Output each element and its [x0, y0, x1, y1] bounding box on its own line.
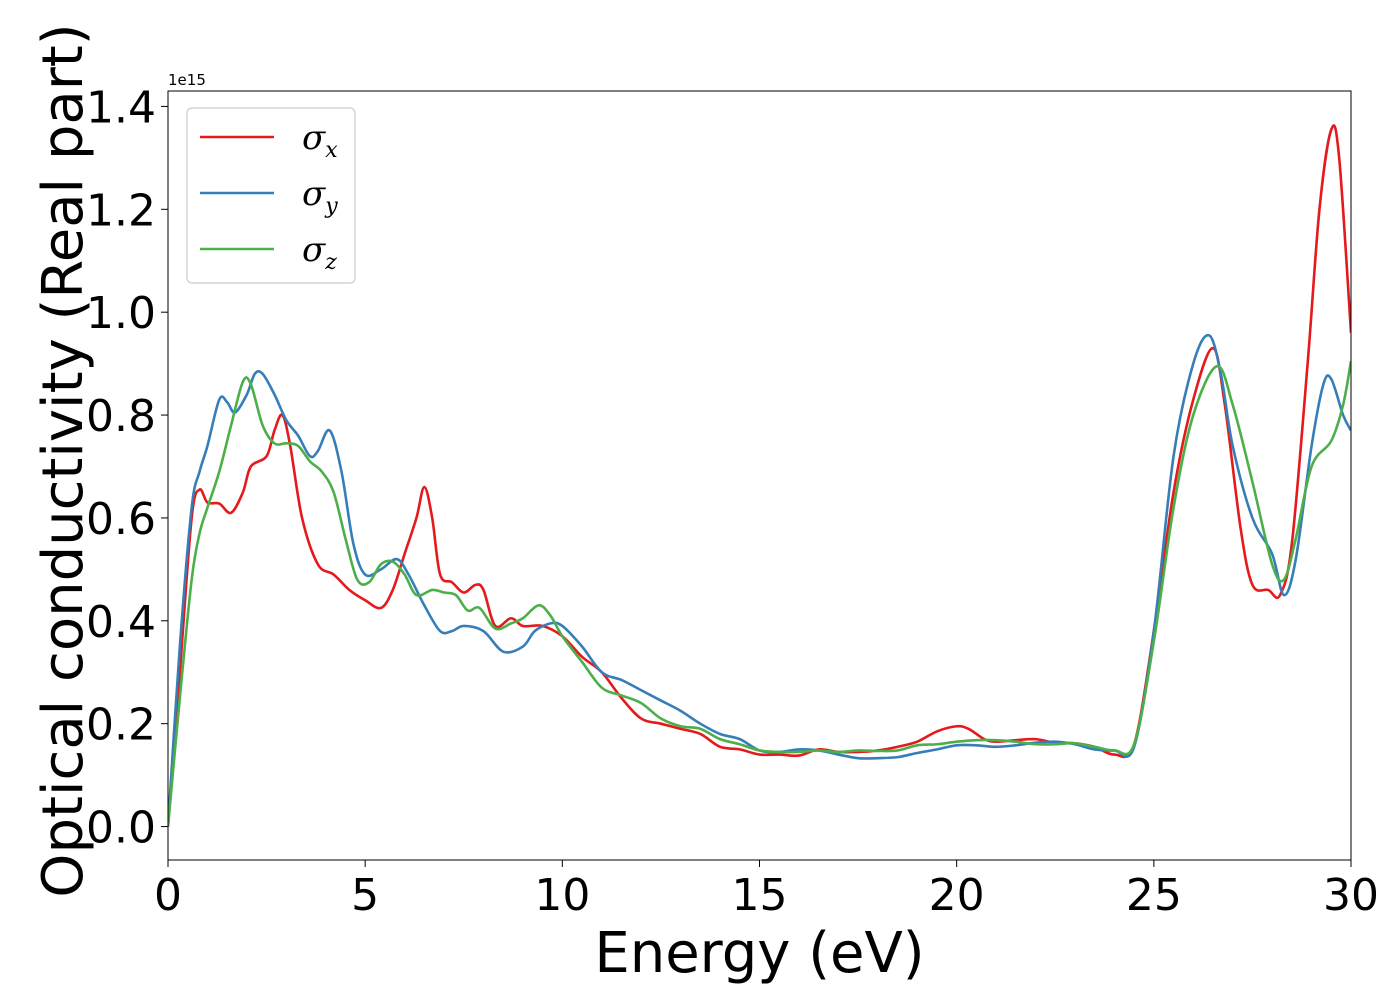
y-tick-label: 0.4	[86, 597, 156, 648]
x-tick-label: 20	[929, 870, 985, 921]
legend-label-x: σx	[302, 118, 338, 163]
y-tick-label: 0.0	[86, 803, 156, 854]
x-axis: 0 5 10 15 20 25 30	[154, 860, 1379, 921]
y-offset-label: 1e15	[168, 71, 206, 89]
y-tick-label: 0.2	[86, 700, 156, 751]
x-tick-label: 30	[1323, 870, 1379, 921]
y-tick-label: 0.8	[86, 391, 156, 442]
legend-label-z: σz	[302, 230, 337, 275]
y-tick-label: 0.6	[86, 494, 156, 545]
x-tick-label: 25	[1126, 870, 1182, 921]
x-tick-label: 15	[732, 870, 788, 921]
y-axis: 0.0 0.2 0.4 0.6 0.8 1.0 1.2 1.4	[86, 82, 168, 854]
y-tick-label: 1.0	[86, 288, 156, 339]
y-tick-label: 1.2	[86, 185, 156, 236]
legend-label-y: σy	[302, 174, 338, 219]
legend: σx σy σz	[186, 107, 356, 284]
series-line-y	[168, 333, 1351, 827]
x-tick-label: 5	[351, 870, 379, 921]
x-axis-title: Energy (eV)	[594, 921, 924, 986]
x-tick-label: 10	[534, 870, 590, 921]
y-axis-title: Optical conductivity (Real part)	[31, 23, 96, 897]
legend-box	[186, 107, 356, 284]
series-line-x	[168, 124, 1351, 827]
y-tick-label: 1.4	[86, 82, 156, 133]
series-line-z	[168, 360, 1351, 827]
x-tick-label: 0	[154, 870, 182, 921]
plot-area	[168, 124, 1351, 827]
